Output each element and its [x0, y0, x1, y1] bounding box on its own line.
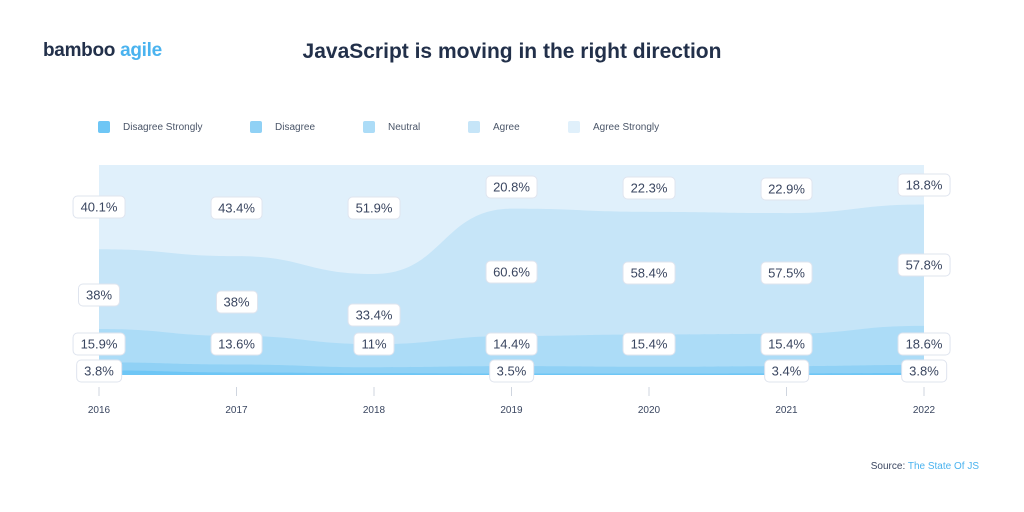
- data-label-agree: 57.8%: [897, 253, 951, 277]
- brand-logo: bamboo agile: [43, 40, 162, 62]
- legend-item-disagree: Disagree: [250, 121, 315, 133]
- brand-name-part1: bamboo: [43, 40, 116, 61]
- x-tick-label: 2020: [637, 405, 661, 416]
- x-tick-label: 2016: [87, 405, 111, 416]
- data-label-neutral: 14.4%: [485, 332, 538, 356]
- x-tick-label: 2017: [225, 405, 248, 416]
- data-label-agree-strongly: 51.9%: [347, 196, 401, 220]
- legend-swatch: [98, 121, 110, 133]
- data-label-agree: 60.6%: [485, 260, 538, 284]
- source-note: Source: The State Of JS: [871, 461, 979, 472]
- data-label-disagree: 3.5%: [488, 359, 535, 383]
- data-label-agree-strongly: 40.1%: [72, 195, 126, 219]
- area-agree: [99, 204, 924, 375]
- legend-label: Neutral: [388, 121, 421, 133]
- legend-item-disagree-strongly: Disagree Strongly: [98, 121, 202, 133]
- source-link[interactable]: The State Of JS: [907, 461, 979, 472]
- data-label-agree-strongly: 18.8%: [897, 173, 951, 197]
- data-label-agree-strongly: 22.9%: [760, 177, 813, 201]
- data-label-neutral: 15.4%: [760, 332, 813, 356]
- data-label-agree: 57.5%: [760, 261, 813, 285]
- data-label-agree-strongly: 43.4%: [210, 196, 263, 220]
- x-tick-label: 2022: [912, 405, 936, 416]
- data-label-neutral: 15.9%: [72, 332, 126, 356]
- source-prefix: Source:: [870, 461, 906, 472]
- data-label-agree-strongly: 22.3%: [622, 176, 676, 200]
- legend-label: Disagree Strongly: [123, 121, 203, 133]
- data-label-disagree: 3.4%: [763, 359, 810, 383]
- data-label-neutral: 18.6%: [897, 332, 951, 356]
- x-tick-label: 2019: [500, 405, 523, 416]
- data-label-agree: 38%: [215, 290, 258, 314]
- data-label-neutral: 15.4%: [622, 332, 676, 356]
- legend-item-agree-strongly: Agree Strongly: [568, 121, 659, 133]
- data-label-neutral: 13.6%: [210, 332, 263, 356]
- data-label-agree-strongly: 20.8%: [485, 175, 538, 199]
- data-label-disagree: 3.8%: [901, 359, 947, 383]
- legend-swatch: [568, 121, 580, 133]
- legend-swatch: [468, 121, 480, 133]
- legend-swatch: [363, 121, 375, 133]
- legend-swatch: [250, 121, 262, 133]
- data-label-agree: 38%: [77, 283, 121, 307]
- data-label-agree: 33.4%: [347, 303, 401, 327]
- legend-label: Agree: [493, 121, 520, 133]
- x-tick-label: 2021: [775, 405, 798, 416]
- data-label-agree: 58.4%: [622, 261, 676, 285]
- data-label-disagree: 3.8%: [76, 359, 122, 383]
- data-label-neutral: 11%: [353, 332, 395, 356]
- chart-title-text: JavaScript is moving in the right direct…: [302, 40, 722, 63]
- legend-label: Disagree: [275, 121, 316, 133]
- chart-title: JavaScript is moving in the right direct…: [0, 40, 1024, 64]
- brand-name-part2: agile: [120, 40, 162, 61]
- legend-label: Agree Strongly: [593, 121, 660, 133]
- legend-item-agree: Agree: [468, 121, 520, 133]
- area-disagree-strongly: [99, 370, 924, 375]
- legend-item-neutral: Neutral: [363, 121, 420, 133]
- x-tick-label: 2018: [362, 405, 386, 416]
